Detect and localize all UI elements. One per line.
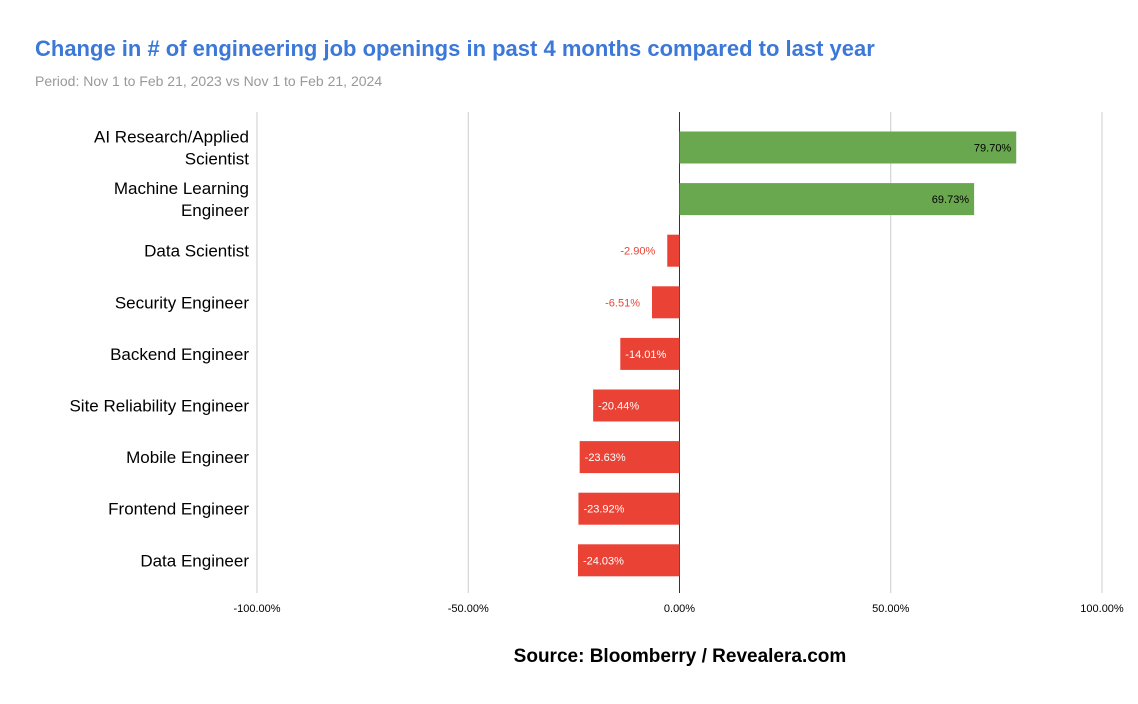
bar: [579, 441, 680, 474]
x-tick-label: -100.00%: [233, 603, 280, 615]
data-label: -20.44%: [598, 401, 639, 413]
data-label: -2.90%: [620, 246, 655, 258]
category-label: Engineer: [181, 201, 249, 220]
data-label: -24.03%: [583, 555, 624, 567]
category-label: Site Reliability Engineer: [69, 397, 249, 416]
bar: [679, 183, 975, 216]
data-label: 79.70%: [974, 143, 1012, 155]
bar: [578, 492, 680, 525]
bar: [593, 389, 680, 422]
bar: [651, 286, 680, 319]
data-label: -14.01%: [625, 349, 666, 361]
data-label: -23.63%: [585, 452, 626, 464]
bar: [577, 544, 680, 577]
x-tick-label: -50.00%: [448, 603, 489, 615]
category-label: Backend Engineer: [110, 345, 249, 364]
chart-title: Change in # of engineering job openings …: [35, 36, 875, 61]
bar: [667, 234, 680, 267]
data-label: 69.73%: [932, 194, 970, 206]
category-label: Mobile Engineer: [126, 448, 249, 467]
data-label: -23.92%: [583, 504, 624, 516]
category-label: Data Scientist: [144, 242, 249, 261]
x-tick-label: 0.00%: [664, 603, 695, 615]
source-credit: Source: Bloomberry / Revealera.com: [513, 646, 847, 667]
x-tick-label: 50.00%: [872, 603, 910, 615]
category-label: AI Research/Applied: [94, 128, 249, 147]
x-tick-label: 100.00%: [1080, 603, 1124, 615]
data-label: -6.51%: [605, 297, 640, 309]
category-label: Frontend Engineer: [108, 500, 249, 519]
chart-subtitle: Period: Nov 1 to Feb 21, 2023 vs Nov 1 t…: [35, 73, 383, 89]
bar: [679, 131, 1017, 164]
category-label: Security Engineer: [115, 293, 250, 312]
category-label: Scientist: [185, 150, 250, 169]
category-label: Machine Learning: [114, 179, 249, 198]
category-label: Data Engineer: [140, 551, 249, 570]
bar: [620, 337, 680, 370]
